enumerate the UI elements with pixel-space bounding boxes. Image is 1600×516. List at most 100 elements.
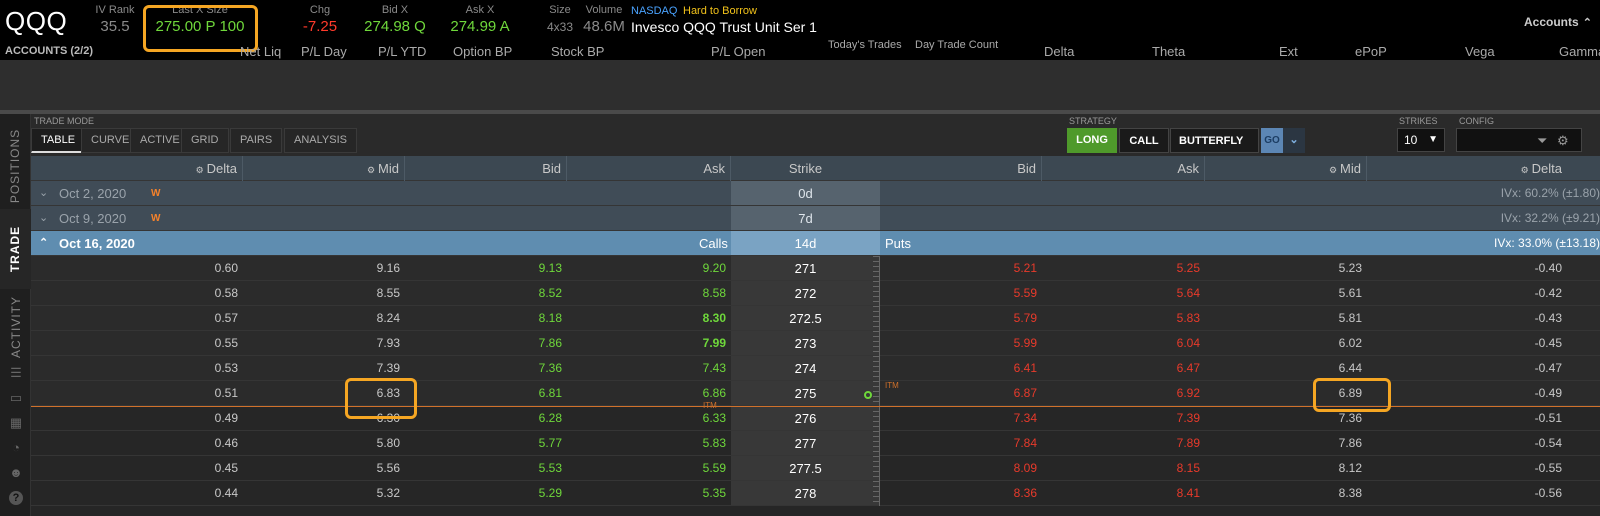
call-delta-cell[interactable]: 0.45 [214, 461, 238, 475]
call-ask-cell[interactable]: 5.59 [702, 461, 726, 475]
col-todays-trades[interactable]: Today's Trades [828, 39, 902, 51]
table-row[interactable]: 0.46 5.80 5.77 5.83 7.84 7.89 7.86 -0.54 277 [31, 431, 1600, 456]
call-mid-cell[interactable]: 6.83 [376, 386, 400, 400]
strike-cell[interactable]: 277 [794, 436, 817, 451]
people-icon[interactable]: ☻ [9, 465, 23, 480]
strikes-select[interactable]: 10 ▼ [1397, 128, 1445, 152]
strategy-type-button[interactable]: CALL [1119, 128, 1169, 153]
expiration-row[interactable]: ⌄ Oct 2, 2020 W 0d IVx: 60.2% (±1.80) [31, 181, 1600, 206]
call-ask-cell[interactable]: 8.58 [702, 286, 726, 300]
put-mid-cell[interactable]: 5.81 [1338, 311, 1362, 325]
header-call-bid[interactable]: Bid [405, 156, 567, 181]
config-select[interactable]: ⏷ ⚙ [1456, 128, 1582, 152]
put-bid-cell[interactable]: 8.36 [1013, 486, 1037, 500]
call-ask-cell[interactable]: 5.35 [702, 486, 726, 500]
expiration-row[interactable]: ⌄ Oct 9, 2020 W 7d IVx: 32.2% (±9.21) [31, 206, 1600, 231]
strike-cell[interactable]: 272 [794, 286, 817, 301]
col-ext[interactable]: Ext [1279, 44, 1298, 59]
header-call-mid[interactable]: ⚙ Mid [243, 156, 405, 181]
put-delta-cell[interactable]: -0.55 [1534, 461, 1562, 475]
put-delta-cell[interactable]: -0.54 [1534, 436, 1562, 450]
help-icon[interactable]: ? [9, 491, 23, 505]
put-ask-cell[interactable]: 7.89 [1176, 436, 1200, 450]
call-mid-cell[interactable]: 8.55 [376, 286, 400, 300]
strike-cell[interactable]: 278 [794, 486, 817, 501]
call-mid-cell[interactable]: 5.80 [376, 436, 400, 450]
col-theta[interactable]: Theta [1152, 44, 1186, 59]
call-mid-cell[interactable]: 6.30 [376, 411, 400, 425]
mode-pairs[interactable]: PAIRS [230, 128, 283, 153]
header-put-ask[interactable]: Ask [1042, 156, 1205, 181]
call-ask-cell[interactable]: 8.30 [702, 311, 726, 325]
table-row[interactable]: 0.51 6.83 6.81 6.86 6.87 6.92 6.89 -0.49 275 [31, 381, 1600, 406]
strike-cell[interactable]: 276 [794, 411, 817, 426]
strike-cell[interactable]: 271 [794, 261, 817, 276]
call-ask-cell[interactable]: 7.43 [702, 361, 726, 375]
calendar-icon[interactable]: ▦ [9, 415, 23, 430]
table-row[interactable]: 0.44 5.32 5.29 5.35 8.36 8.41 8.38 -0.56 278 [31, 481, 1600, 506]
col-gamma[interactable]: Gamma [1559, 44, 1600, 59]
put-mid-cell[interactable]: 7.36 [1338, 411, 1362, 425]
call-bid-cell[interactable]: 5.53 [538, 461, 562, 475]
expiration-row-open[interactable]: ⌃ Oct 16, 2020 Calls 14d Puts IVx: 33.0%… [31, 231, 1600, 256]
put-mid-cell[interactable]: 5.61 [1338, 286, 1362, 300]
mode-grid[interactable]: GRID [181, 128, 229, 153]
call-mid-cell[interactable]: 5.56 [376, 461, 400, 475]
put-mid-cell[interactable]: 6.44 [1338, 361, 1362, 375]
header-put-bid[interactable]: Bid [880, 156, 1042, 181]
gauge-icon[interactable]: ◔ [12, 440, 20, 455]
header-call-ask[interactable]: Ask [567, 156, 731, 181]
call-bid-cell[interactable]: 9.13 [538, 261, 562, 275]
call-mid-cell[interactable]: 7.39 [376, 361, 400, 375]
put-ask-cell[interactable]: 5.83 [1176, 311, 1200, 325]
table-row[interactable]: 0.57 8.24 8.18 8.30 5.79 5.83 5.81 -0.43 272.5 [31, 306, 1600, 331]
tab-trade[interactable]: TRADE [0, 209, 31, 289]
col-vega[interactable]: Vega [1465, 44, 1495, 59]
call-delta-cell[interactable]: 0.46 [214, 436, 238, 450]
col-net-liq[interactable]: Net Liq [240, 44, 282, 59]
put-ask-cell[interactable]: 6.92 [1176, 386, 1200, 400]
put-bid-cell[interactable]: 7.34 [1013, 411, 1037, 425]
put-mid-cell[interactable]: 6.89 [1338, 386, 1362, 400]
call-delta-cell[interactable]: 0.44 [214, 486, 238, 500]
put-ask-cell[interactable]: 6.04 [1176, 336, 1200, 350]
table-row[interactable]: 0.45 5.56 5.53 5.59 8.09 8.15 8.12 -0.55 277.5 [31, 456, 1600, 481]
table-row[interactable]: 0.60 9.16 9.13 9.20 5.21 5.25 5.23 -0.40 271 [31, 256, 1600, 281]
call-mid-cell[interactable]: 7.93 [376, 336, 400, 350]
strike-cell[interactable]: 277.5 [789, 461, 822, 476]
mode-table[interactable]: TABLE [31, 128, 86, 153]
strike-cell[interactable]: 273 [794, 336, 817, 351]
put-bid-cell[interactable]: 5.59 [1013, 286, 1037, 300]
call-delta-cell[interactable]: 0.51 [214, 386, 238, 400]
chevron-down-icon[interactable]: ⌄ [39, 187, 49, 199]
put-bid-cell[interactable]: 7.84 [1013, 436, 1037, 450]
tab-activity[interactable]: ACTIVITY [0, 292, 31, 362]
col-pl-ytd[interactable]: P/L YTD [378, 44, 427, 59]
col-delta[interactable]: Delta [1044, 44, 1075, 59]
call-bid-cell[interactable]: 5.77 [538, 436, 562, 450]
accounts-button[interactable]: Accounts ⌃ [1524, 15, 1592, 29]
col-pl-day[interactable]: P/L Day [301, 44, 347, 59]
table-row[interactable]: 0.49 6.30 6.28 6.33 7.34 7.39 7.36 -0.51 276 [31, 406, 1600, 431]
col-stock-bp[interactable]: Stock BP [551, 44, 605, 59]
strike-cell[interactable]: 272.5 [789, 311, 822, 326]
filter-icon[interactable]: ⏷ [1537, 133, 1548, 148]
put-delta-cell[interactable]: -0.49 [1534, 386, 1562, 400]
mode-analysis[interactable]: ANALYSIS [284, 128, 357, 153]
table-row[interactable]: 0.53 7.39 7.36 7.43 6.41 6.47 6.44 -0.47 274 [31, 356, 1600, 381]
put-mid-cell[interactable]: 5.23 [1338, 261, 1362, 275]
call-bid-cell[interactable]: 6.81 [538, 386, 562, 400]
put-bid-cell[interactable]: 6.87 [1013, 386, 1037, 400]
strategy-side-button[interactable]: LONG [1067, 128, 1117, 153]
call-ask-cell[interactable]: 6.33 [702, 411, 726, 425]
put-delta-cell[interactable]: -0.51 [1534, 411, 1562, 425]
header-call-delta[interactable]: ⚙ Delta [86, 156, 243, 181]
strategy-dropdown[interactable]: ⌄ [1283, 128, 1305, 153]
put-mid-cell[interactable]: 8.12 [1338, 461, 1362, 475]
put-ask-cell[interactable]: 7.39 [1176, 411, 1200, 425]
put-bid-cell[interactable]: 6.41 [1013, 361, 1037, 375]
put-mid-cell[interactable]: 8.38 [1338, 486, 1362, 500]
call-delta-cell[interactable]: 0.55 [214, 336, 238, 350]
put-delta-cell[interactable]: -0.40 [1534, 261, 1562, 275]
put-delta-cell[interactable]: -0.42 [1534, 286, 1562, 300]
